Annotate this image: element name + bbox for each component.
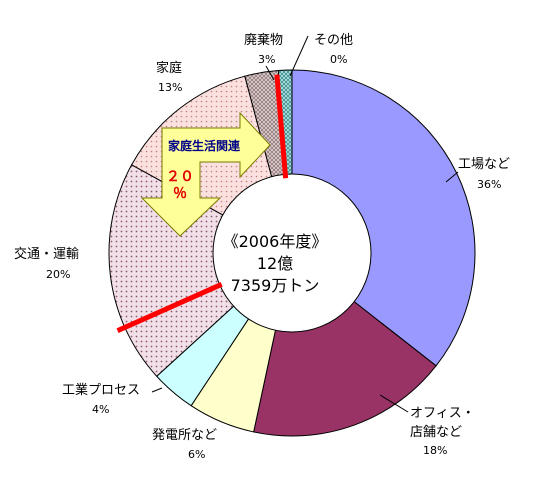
arrow-value-top: ２０ — [166, 169, 194, 185]
donut-center — [212, 173, 372, 333]
donut-hole — [212, 173, 372, 333]
slice-label-power: 発電所など — [152, 428, 217, 443]
center-year: 《2006年度》 — [223, 232, 328, 251]
slice-pct-process: 4% — [92, 403, 109, 416]
slice-label-waste: 廃棄物 — [244, 32, 283, 48]
leader-line-other — [289, 35, 309, 77]
arrow-label: 家庭生活関連 — [168, 138, 241, 153]
leader-line-factory — [445, 171, 459, 183]
household-boundary-line-left — [116, 282, 223, 333]
leader-line-office — [379, 394, 409, 413]
slice-pct-power: 6% — [188, 448, 205, 461]
household-boundary-line-top — [274, 74, 289, 179]
slice-label-office-2: 店舗など — [410, 425, 462, 440]
slice-pct-factory: 36% — [477, 178, 501, 191]
slice-pct-transport: 20% — [46, 268, 70, 281]
arrow-value-bottom: ％ — [173, 186, 187, 202]
center-total-oku: 12億 — [257, 254, 293, 273]
slice-label-transport: 交通・運輸 — [14, 246, 79, 262]
household-related-arrow: 家庭生活関連 ２０ ％ — [140, 111, 271, 237]
slice-label-other: その他 — [314, 33, 353, 48]
leader-line-process — [151, 387, 163, 393]
slice-pct-home: 13% — [158, 81, 182, 94]
leader-lines — [151, 35, 459, 413]
slice-pct-other: 0% — [330, 53, 347, 66]
slice-pct-waste: 3% — [258, 53, 275, 66]
arrow-shape — [140, 111, 271, 237]
slice-transport — [108, 164, 293, 377]
leader-line-waste — [265, 65, 275, 81]
slice-label-office-1: オフィス・ — [410, 406, 475, 421]
slice-label-process: 工業プロセス — [62, 382, 140, 398]
slice-pct-office: 18% — [423, 444, 447, 457]
center-total-man: 7359万トン — [231, 276, 320, 295]
slice-label-factory: 工場など — [458, 157, 510, 172]
slice-label-home: 家庭 — [156, 60, 182, 76]
